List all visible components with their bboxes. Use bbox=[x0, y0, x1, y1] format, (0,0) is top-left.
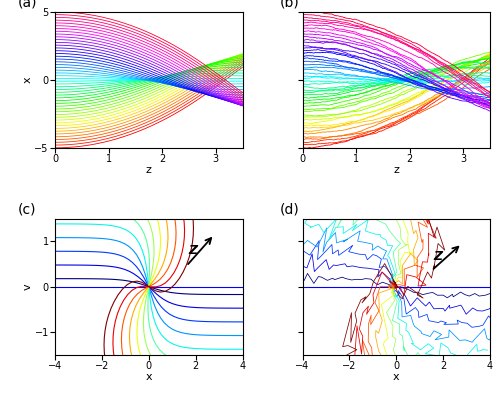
Text: (d): (d) bbox=[280, 202, 300, 216]
X-axis label: x: x bbox=[393, 372, 400, 382]
Text: Z: Z bbox=[188, 244, 198, 257]
X-axis label: z: z bbox=[394, 165, 399, 175]
Y-axis label: v: v bbox=[23, 283, 33, 290]
Text: (c): (c) bbox=[18, 202, 36, 216]
X-axis label: z: z bbox=[146, 165, 152, 175]
Text: Z: Z bbox=[434, 250, 443, 263]
X-axis label: x: x bbox=[146, 372, 152, 382]
Text: (b): (b) bbox=[280, 0, 300, 9]
Y-axis label: x: x bbox=[23, 76, 33, 83]
Text: (a): (a) bbox=[18, 0, 37, 9]
